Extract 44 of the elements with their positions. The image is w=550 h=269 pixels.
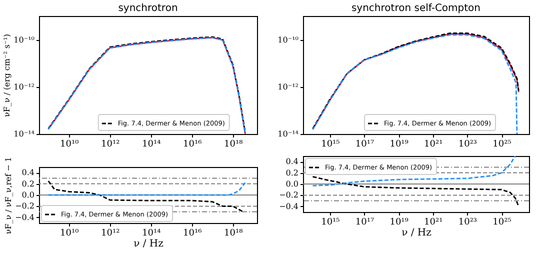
y-tick-label: 10⁻¹⁰ bbox=[14, 36, 34, 44]
x-tick-label: 10¹⁷ bbox=[355, 140, 374, 150]
y-tick-label: 0.4 bbox=[22, 168, 34, 178]
x-tick-label: 10¹² bbox=[101, 140, 120, 150]
y-tick-label: 10⁻¹⁰ bbox=[278, 36, 298, 44]
y-tick-label: 0.0 bbox=[286, 180, 298, 188]
x-tick-label: 10²⁵ bbox=[492, 140, 512, 150]
x-tick-label: 10¹⁷ bbox=[355, 218, 374, 228]
x-tick-label: 10²¹ bbox=[424, 140, 443, 150]
x-tick-label: 10¹⁸ bbox=[224, 140, 244, 150]
chart-title: synchrotron self-Compton bbox=[351, 3, 481, 14]
x-tick-label: 10¹⁹ bbox=[390, 218, 409, 228]
y-tick-label: 10⁻¹² bbox=[14, 82, 34, 92]
y-tick-label: 0.2 bbox=[22, 179, 34, 188]
x-tick-label: 10¹⁰ bbox=[60, 228, 80, 238]
y-tick-label: 0.0 bbox=[22, 190, 34, 200]
y-tick-label: −0.4 bbox=[15, 212, 34, 222]
y-tick-label: −0.4 bbox=[279, 202, 298, 211]
x-tick-label: 10²¹ bbox=[424, 218, 443, 228]
x-tick-label: 10²³ bbox=[458, 140, 478, 150]
x-tick-label: 10¹⁴ bbox=[142, 140, 162, 150]
x-tick-label: 10¹⁴ bbox=[142, 228, 162, 238]
x-axis-title: ν / Hz bbox=[402, 228, 432, 238]
y-tick-label: 0.2 bbox=[286, 168, 298, 178]
x-tick-label: 10¹² bbox=[101, 228, 120, 238]
x-axis-title: ν / Hz bbox=[134, 238, 164, 250]
x-tick-label: 10¹⁶ bbox=[183, 140, 202, 150]
y-tick-label: −0.2 bbox=[279, 190, 298, 200]
x-tick-label: 10¹⁶ bbox=[183, 228, 202, 238]
chart-title: synchrotron bbox=[118, 3, 178, 14]
y-axis-title: νF_ν / νF_ν,ref − 1 bbox=[4, 156, 14, 234]
y-axis-title: νF_ν / (erg cm⁻² s⁻¹) bbox=[2, 34, 12, 118]
x-tick-label: 10¹⁵ bbox=[321, 218, 340, 228]
y-tick-label: −0.2 bbox=[15, 202, 34, 211]
x-tick-label: 10²³ bbox=[458, 218, 478, 228]
x-tick-label: 10¹⁸ bbox=[224, 228, 244, 238]
y-tick-label: 10⁻¹⁴ bbox=[14, 130, 34, 138]
x-tick-label: 10¹⁰ bbox=[60, 140, 80, 150]
x-tick-label: 10²⁵ bbox=[492, 218, 512, 228]
x-tick-label: 10¹⁵ bbox=[321, 140, 340, 150]
y-tick-label: 0.4 bbox=[286, 157, 298, 166]
y-tick-label: 10⁻¹² bbox=[278, 82, 298, 92]
x-tick-label: 10¹⁹ bbox=[390, 140, 409, 150]
y-tick-label: 10⁻¹⁴ bbox=[278, 130, 298, 138]
